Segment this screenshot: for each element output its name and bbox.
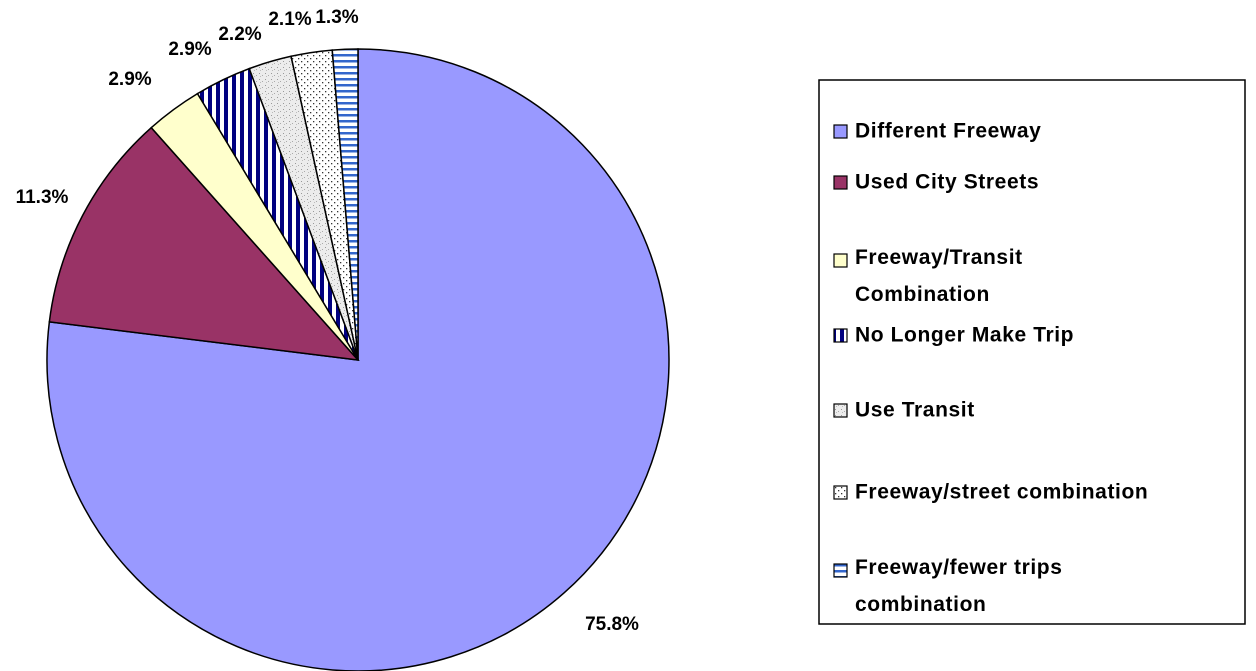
- legend-label: Freeway/Transit Combination: [855, 246, 1029, 306]
- pie-slice: [331, 48, 359, 361]
- data-label: 1.3%: [315, 7, 358, 28]
- data-label: 2.9%: [108, 69, 151, 90]
- legend-label: Different Freeway: [855, 120, 1041, 143]
- legend-swatch: [833, 175, 848, 190]
- pie-slice: [48, 126, 360, 361]
- legend-label: Use Transit: [855, 399, 975, 422]
- data-label: 2.2%: [218, 24, 261, 45]
- legend-swatch: [833, 563, 848, 578]
- legend-swatch: [833, 485, 848, 500]
- legend-box: [818, 79, 1246, 625]
- data-label: 2.1%: [268, 9, 311, 30]
- legend-swatch: [833, 403, 848, 418]
- data-label: 75.8%: [585, 614, 639, 635]
- legend-label: Used City Streets: [855, 171, 1039, 194]
- legend-swatch: [833, 124, 848, 139]
- legend-swatch: [833, 253, 848, 268]
- data-label: 11.3%: [16, 187, 69, 208]
- legend-swatch: [833, 328, 848, 343]
- legend-label: Freeway/street combination: [855, 481, 1148, 504]
- legend-label: No Longer Make Trip: [855, 324, 1074, 347]
- legend-label: Freeway/fewer trips combination: [855, 556, 1069, 616]
- data-label: 2.9%: [168, 39, 211, 60]
